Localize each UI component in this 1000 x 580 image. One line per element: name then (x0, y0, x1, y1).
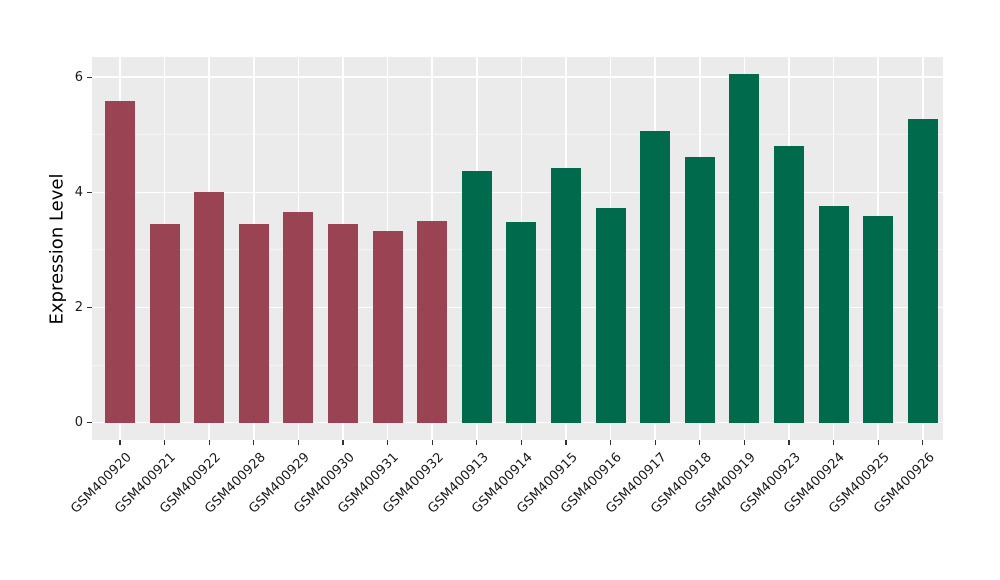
bar-GSM400917 (640, 130, 671, 423)
x-tick-mark (208, 440, 210, 445)
bar-GSM400923 (774, 146, 804, 423)
x-tick-mark (833, 440, 835, 445)
x-tick-mark (788, 440, 790, 445)
x-tick-mark (476, 440, 478, 445)
x-tick-mark (610, 440, 612, 445)
plot-panel (92, 57, 943, 440)
y-tick-label: 2 (74, 300, 83, 316)
x-tick-mark (119, 440, 121, 445)
bar-GSM400916 (595, 207, 626, 423)
bar-GSM400924 (818, 206, 849, 423)
x-tick-mark (699, 440, 701, 445)
x-tick-mark (342, 440, 344, 445)
x-tick-mark (743, 440, 745, 445)
x-tick-mark (654, 440, 656, 445)
y-tick-label: 6 (74, 69, 83, 85)
x-tick-mark (431, 440, 433, 445)
x-tick-mark (520, 440, 522, 445)
bar-GSM400932 (417, 220, 448, 423)
x-tick-mark (164, 440, 166, 445)
x-tick-mark (922, 440, 924, 445)
y-tick-mark (87, 76, 92, 78)
bar-GSM400931 (372, 230, 403, 423)
bar-GSM400919 (729, 73, 760, 423)
gridline-major (92, 76, 943, 78)
y-tick-label: 0 (74, 415, 83, 431)
bar-GSM400920 (105, 101, 135, 423)
y-tick-label: 4 (74, 184, 83, 200)
y-tick-mark (87, 422, 92, 424)
gridline-minor (92, 134, 943, 136)
x-tick-mark (565, 440, 567, 445)
bar-GSM400929 (283, 211, 314, 423)
bar-GSM400921 (149, 224, 180, 423)
gridline-major (92, 191, 943, 194)
bar-GSM400913 (461, 171, 492, 423)
x-tick-mark (387, 440, 389, 445)
x-tick-mark (877, 440, 879, 445)
bar-GSM400926 (907, 119, 938, 423)
y-axis-title: Expression Level (46, 57, 68, 440)
y-tick-mark (87, 306, 92, 309)
x-tick-mark (297, 440, 299, 445)
bar-GSM400914 (506, 222, 537, 423)
bar-GSM400922 (194, 192, 225, 423)
bar-GSM400928 (238, 224, 269, 423)
bar-GSM400930 (328, 224, 358, 423)
bar-GSM400918 (684, 157, 715, 423)
bar-GSM400925 (863, 215, 894, 423)
bar-GSM400915 (551, 167, 581, 423)
gridline-major (92, 421, 943, 424)
y-tick-mark (87, 191, 92, 193)
x-tick-mark (253, 440, 255, 445)
